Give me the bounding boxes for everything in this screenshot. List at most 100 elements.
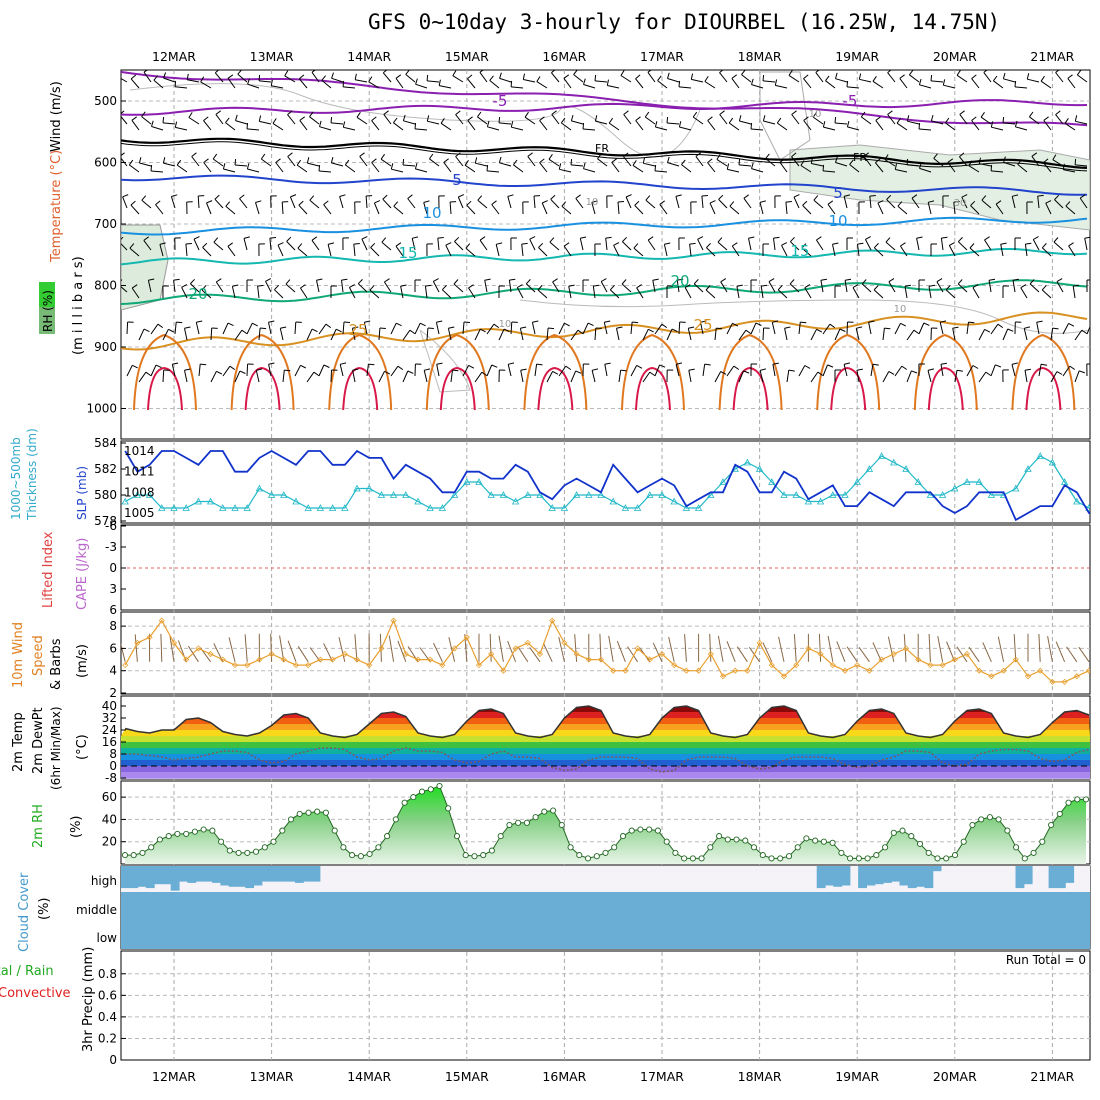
date-label-top: 14MAR [347,49,391,64]
wind-barb [121,157,128,167]
wind-barb-feather [745,329,752,335]
wind-barb-feather [971,116,977,121]
rh2m-marker [226,847,233,854]
thickness-tick: 580 [94,488,117,502]
wind10m-marker [597,656,605,663]
cape-label: CAPE (J/kg) [75,538,90,610]
wind-barb [591,202,596,215]
wind-barb [176,164,188,173]
wind-barb-feather [657,75,662,81]
wind-barb [632,164,644,173]
wind-barb [896,122,908,131]
wind-barb-feather [1079,194,1086,199]
wind-barb [184,328,188,341]
isotherm-5 [121,174,1088,196]
wind10m-marker [939,662,946,669]
wind-barb [402,329,411,341]
wind-barb [762,80,776,83]
wind-barb [633,247,644,257]
wind-barb-feather [594,74,597,81]
wind10m-marker [280,656,287,663]
wind-barb-feather [1045,200,1052,204]
wind10m-barb [270,633,273,662]
wind-barb [810,371,819,383]
thickness-line-marker [682,504,691,511]
wind-barb [464,164,476,173]
wind-barb [203,162,212,173]
rh2m-marker [1056,810,1063,817]
wind-barb-feather [227,242,233,247]
wind-barb-feather [956,70,961,76]
wind-barb [563,78,572,89]
wind-barb [195,322,200,335]
wind-barb [718,199,728,209]
cloud-high-bar [170,866,180,891]
wind-barb [835,78,848,83]
wind-barb [452,75,464,83]
wind-barb-feather [216,278,222,283]
rh2m-marker [986,814,993,821]
wind-barb [402,164,416,167]
thickness-line-marker [877,452,886,459]
wind-barb-feather [237,70,243,75]
wind-barb [163,162,176,167]
wind-barb-feather [405,70,410,75]
rh2m-marker [322,809,329,816]
wind10m-units: (m/s) [75,644,90,678]
wind-barb-feather [433,278,439,282]
wind10m-marker [695,667,702,674]
wind-barb-feather [600,278,607,282]
wind-barb-feather [709,200,716,204]
wind-barb-feather [498,116,501,123]
wind-barb [750,322,757,335]
wind-barb-feather [675,194,682,197]
wind-barb-feather [906,158,909,165]
wind-barb-feather [468,364,475,369]
wind-barb-feather [570,114,574,122]
wind-barb-feather [593,284,600,287]
wind10m-barb [1047,636,1053,662]
wind-barb [541,202,548,215]
rh2m-marker [750,844,758,851]
wind-barb-feather [810,157,813,164]
wind-barb-feather [509,278,516,281]
wind-barb-feather [688,326,695,329]
wind-barb [971,78,980,89]
wind-barb-feather [719,110,725,115]
wind-barb-feather [203,116,209,121]
wind-barb-feather [623,110,629,115]
wind-barb [759,370,764,383]
wind-barb-feather [316,278,323,281]
wind10m-marker [573,650,580,658]
wind-barb-feather [285,279,291,285]
wind-barb-feather [636,364,643,369]
wind-barb-feather [330,156,334,164]
rh2m-marker [445,805,452,812]
wind10m-marker [561,639,568,646]
temp-tick: 32 [102,711,117,725]
wind10m-marker [488,650,495,658]
wind-barb [170,196,176,209]
wind-barb [1068,245,1076,257]
wind-barb [197,195,200,209]
wind-barb [773,238,776,251]
wind-barb-feather [877,200,884,204]
wind-barb [790,241,800,251]
wind10m-marker [1085,667,1090,674]
wind-barb [751,84,764,89]
contour-label: 15 [398,244,417,262]
wind10m-barb [616,640,626,662]
wind-barb [630,365,638,377]
wind-barb-feather [352,326,359,329]
axis-ticks: 5006007008009001000584582580578101410111… [76,94,155,1067]
thickness-label-a: 1000~500mb [9,437,23,520]
wind-barb-feather [1033,236,1039,240]
wind10m-marker [915,656,922,663]
wind-barb [597,158,608,167]
rh-contour [129,83,701,158]
wind-barb [930,80,944,83]
wind-barb-feather [132,364,138,369]
wind-barb-feather [1056,278,1063,283]
wind-barb [214,198,224,209]
rh2m-marker [1065,799,1072,806]
